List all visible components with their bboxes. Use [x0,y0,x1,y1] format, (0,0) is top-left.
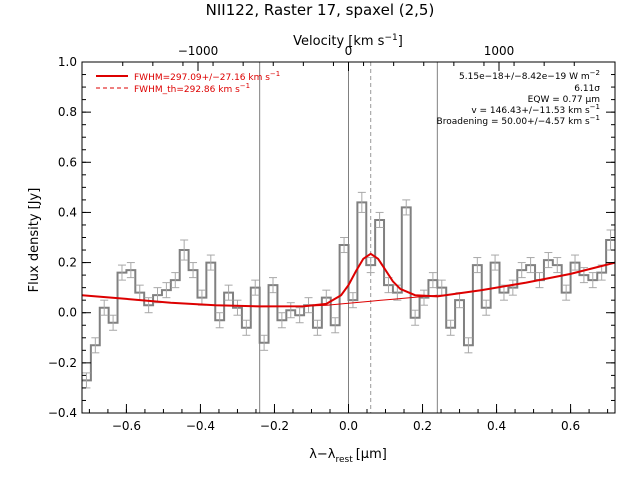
error-bar [464,337,473,354]
x-tick-label: 0.0 [339,419,358,433]
error-bar [482,299,491,316]
annotation-flux: 5.15e−18+/−8.42e−19 W m−2 [459,69,600,82]
fit-total-curve [81,252,616,308]
error-bar [126,262,135,279]
error-bar [171,272,180,289]
y-tick-label: 0.4 [58,205,77,219]
legend: FWHM=297.09+/−27.16 km s−1 FWHM_th=292.8… [96,70,280,95]
error-bar [588,272,597,289]
error-bar [215,312,224,329]
error-bar [508,279,517,296]
y-tick-label: −0.2 [48,356,77,370]
top-axis-label: Velocity [km s−1] [293,33,403,49]
data-histogram [82,201,615,382]
error-bar [357,191,366,213]
y-tick-label: 0.8 [58,105,77,119]
error-bar [340,237,349,254]
x-tick-label: −0.4 [186,419,215,433]
error-bar [517,262,526,279]
error-bar [268,277,277,294]
top-tick-label: −1000 [178,44,219,58]
error-bar [251,279,260,296]
error-bar [420,289,429,306]
error-bar [553,257,562,274]
top-tick-label: 1000 [484,44,515,58]
error-bar [402,199,411,216]
fit-continuum-curve [304,294,438,307]
error-bar [526,257,535,274]
error-bar [189,262,198,279]
x-tick-label: −0.6 [112,419,141,433]
x-tick-label: 0.2 [413,419,432,433]
error-bar [544,252,553,269]
y-tick-label: 0.6 [58,155,77,169]
error-bar [233,299,242,316]
error-bar [117,264,126,281]
x-tick-label: 0.4 [487,419,506,433]
error-bar [91,337,100,354]
y-tick-label: 0.2 [58,256,77,270]
error-bar [162,282,171,299]
error-bar [428,272,437,289]
error-bar [375,211,384,228]
x-tick-label: 0.6 [561,419,580,433]
error-bar [286,302,295,319]
error-bar [180,239,189,261]
error-bar [224,284,233,301]
annotation-broadening: Broadening = 50.00+/−4.57 km s−1 [437,114,600,127]
error-bar [242,319,251,336]
y-axis-label: Flux density [Jy] [27,188,42,293]
error-bar [491,254,500,271]
error-bar [562,284,571,301]
y-tick-label: −0.4 [48,406,77,420]
error-bar [109,314,118,331]
annotation-eqw: EQW = 0.77 μm [528,95,600,105]
error-bar [331,317,340,334]
error-bar [348,292,357,309]
error-bar [366,257,375,274]
x-axis-label: λ−λrest [μm] [309,447,387,465]
error-bar [446,319,455,336]
error-bar [100,299,109,316]
legend-label-fwhm: FWHM=297.09+/−27.16 km s−1 [134,70,280,83]
error-bar [571,254,580,271]
error-bar [295,307,304,324]
y-tick-label: 0.0 [58,306,77,320]
error-bar [313,319,322,336]
error-bar [277,312,286,329]
x-tick-label: −0.2 [260,419,289,433]
legend-label-fwhm-th: FWHM_th=292.86 km s−1 [134,82,250,95]
error-bar [260,334,269,351]
annotation-velocity: v = 146.43+/−11.53 km s−1 [471,103,600,116]
error-bar [473,257,482,274]
error-bar [411,309,420,326]
error-bar [206,254,215,271]
plot-area: −0.6 −0.4 −0.2 0.0 0.2 0.4 0.6 −0.4 −0.2 0.0 0.2 0.… [48,44,616,433]
annotations: 5.15e−18+/−8.42e−19 W m−2 6.11σ EQW = 0.… [437,69,601,127]
y-tick-label: 1.0 [58,55,77,69]
chart-title: NII122, Raster 17, spaxel (2,5) [206,1,435,19]
top-tick-label: 0 [345,44,353,58]
annotation-sigma: 6.11σ [574,84,600,94]
